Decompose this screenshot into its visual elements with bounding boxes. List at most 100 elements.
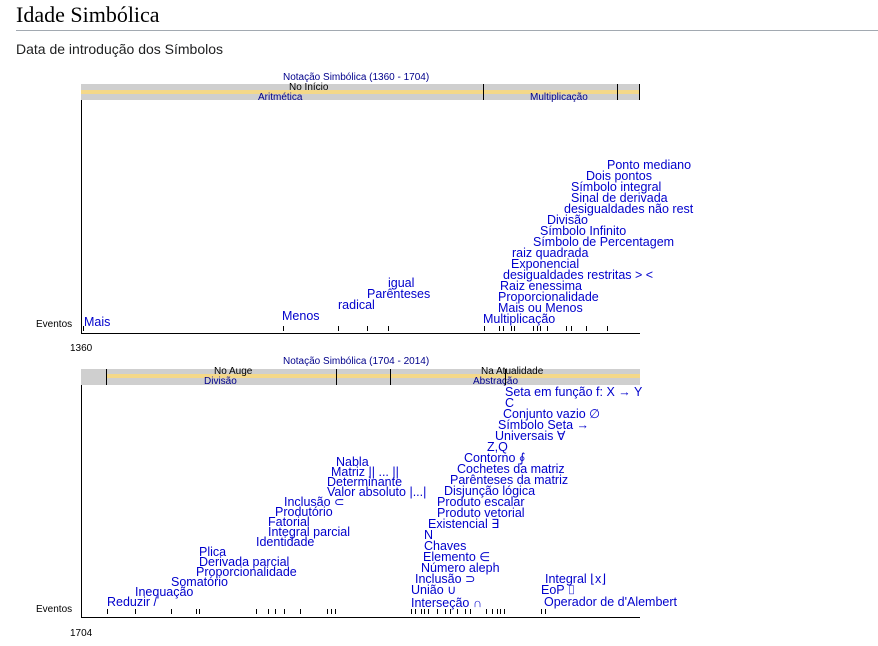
era-right-label: Na Atualidade bbox=[481, 366, 544, 377]
era-label: No Início bbox=[289, 82, 329, 93]
axis-horizontal bbox=[81, 333, 640, 334]
subperiod-left-label: Divisão bbox=[204, 376, 237, 387]
event-tick bbox=[571, 326, 572, 331]
event-label: Valor absoluto |...| bbox=[327, 485, 427, 499]
event-label: igual bbox=[388, 276, 415, 290]
event-tick bbox=[499, 326, 500, 331]
event-label: Mais ou Menos bbox=[498, 301, 583, 315]
event-label: Símbolo Infinito bbox=[540, 224, 627, 238]
event-tick bbox=[607, 326, 608, 331]
event-label: Parênteses da matriz bbox=[450, 473, 569, 487]
event-tick bbox=[484, 326, 485, 331]
event-tick bbox=[107, 609, 108, 614]
event-label: Raiz enessima bbox=[500, 279, 582, 293]
event-label: Exponencial bbox=[511, 257, 580, 271]
event-label: Inclusão ⊃ bbox=[415, 572, 476, 586]
period-divider bbox=[505, 369, 506, 385]
subperiod-right-label: Multiplicação bbox=[530, 92, 588, 103]
event-label: Integral ⌊x⌋ bbox=[545, 572, 607, 586]
event-tick bbox=[268, 609, 269, 614]
event-label: Produto escalar bbox=[437, 495, 525, 509]
era-left-label: No Auge bbox=[214, 366, 253, 377]
event-tick bbox=[450, 609, 451, 614]
event-label: Proporcionalidade bbox=[196, 565, 297, 579]
event-tick bbox=[540, 326, 541, 331]
event-label: Nabla bbox=[336, 455, 369, 469]
subperiod-right-label: Abstração bbox=[473, 376, 519, 387]
event-label: Integral parcial bbox=[268, 525, 350, 539]
period-label: Notação Simbólica (1360 - 1704) bbox=[283, 72, 430, 83]
event-label: Multiplicação bbox=[483, 312, 556, 326]
era-highlight bbox=[81, 90, 640, 94]
event-tick bbox=[367, 326, 368, 331]
event-label: Menos bbox=[282, 309, 320, 323]
event-tick bbox=[428, 609, 429, 614]
event-label: Sinal de derivada bbox=[571, 191, 668, 205]
event-label: Divisão bbox=[547, 213, 588, 227]
event-label: desigualdades restritas > < bbox=[503, 268, 654, 282]
event-label: Dois pontos bbox=[586, 169, 653, 183]
event-tick bbox=[327, 609, 328, 614]
event-label: Inequação bbox=[135, 585, 194, 599]
event-tick bbox=[196, 609, 197, 614]
event-label: União ∪ bbox=[411, 583, 457, 597]
event-label: Derivada parcial bbox=[199, 555, 290, 569]
event-tick bbox=[470, 609, 471, 614]
page-subtitle: Data de introdução dos Símbolos bbox=[16, 41, 224, 57]
event-tick bbox=[545, 609, 546, 614]
event-label: Existencial ∃ bbox=[428, 517, 500, 531]
row-label: Eventos bbox=[36, 319, 73, 330]
event-label: Produto vetorial bbox=[437, 506, 525, 520]
era-highlight bbox=[106, 374, 640, 378]
event-label: EoP ⌷ bbox=[541, 583, 576, 597]
row-label: Eventos bbox=[36, 604, 73, 615]
event-label: Contorno ∮ bbox=[464, 451, 526, 465]
axis-vertical bbox=[81, 100, 82, 334]
event-label: Mais bbox=[84, 315, 111, 329]
event-tick bbox=[511, 326, 512, 331]
event-tick bbox=[486, 609, 487, 614]
event-label: Somatório bbox=[171, 575, 228, 589]
event-tick bbox=[503, 326, 504, 331]
event-label: Símbolo Seta → bbox=[498, 418, 590, 432]
period-divider bbox=[336, 369, 337, 385]
event-tick bbox=[500, 609, 501, 614]
axis-vertical bbox=[81, 385, 82, 618]
event-tick bbox=[537, 326, 538, 331]
event-label: Reduzir / bbox=[107, 595, 158, 609]
event-label: Símbolo de Percentagem bbox=[533, 235, 675, 249]
event-label: raiz quadrada bbox=[512, 246, 589, 260]
event-label: Conjunto vazio ∅ bbox=[503, 407, 601, 421]
event-tick bbox=[492, 609, 493, 614]
event-label: Universais ∀ bbox=[495, 429, 566, 443]
period-divider bbox=[390, 369, 391, 385]
event-tick bbox=[338, 326, 339, 331]
start-year: 1704 bbox=[70, 628, 93, 639]
event-tick bbox=[388, 326, 389, 331]
event-label: desigualdades não restritas bbox=[564, 203, 694, 216]
event-label: N bbox=[424, 528, 434, 542]
subperiod-left-label: Aritmética bbox=[258, 92, 303, 103]
event-tick bbox=[547, 326, 548, 331]
event-label: Operador de d'Alembert bbox=[544, 595, 678, 609]
event-tick bbox=[514, 326, 515, 331]
event-tick bbox=[275, 609, 276, 614]
event-label: Z,Q bbox=[487, 440, 508, 454]
event-label: radical bbox=[338, 298, 375, 312]
start-year: 1360 bbox=[70, 343, 93, 354]
period-divider bbox=[106, 369, 107, 385]
event-tick bbox=[83, 326, 84, 331]
event-tick bbox=[424, 609, 425, 614]
event-label: Número aleph bbox=[421, 561, 500, 575]
event-tick bbox=[497, 609, 498, 614]
event-tick bbox=[437, 609, 438, 614]
event-tick bbox=[445, 609, 446, 614]
event-tick bbox=[331, 609, 332, 614]
axis-horizontal bbox=[81, 617, 640, 618]
event-tick bbox=[415, 609, 416, 614]
event-label: Cochetes da matriz bbox=[457, 462, 565, 476]
page-title: Idade Simbólica bbox=[16, 2, 160, 27]
event-label: Símbolo integral bbox=[571, 180, 662, 194]
